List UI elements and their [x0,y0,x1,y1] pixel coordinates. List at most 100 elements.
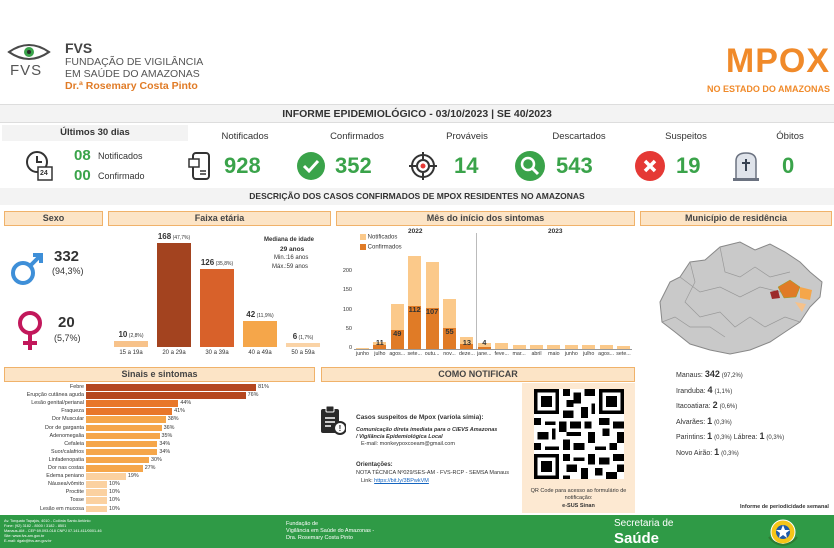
secretaria-line1: Secretaria de [614,518,674,529]
confirmed-bar-label: 107 [425,306,439,316]
mes-axis-line [354,349,633,350]
confirmed-bar-label: 11 [375,338,384,347]
symptom-label: Edema peniano [46,473,84,480]
amazonas-coat-of-arms-icon [768,519,798,547]
last30-confirmed-label: Confirmado [98,171,145,181]
symptom-label: Náusea/vômito [48,481,84,488]
mun-value: 1 [714,446,720,457]
symptom-value: 34% [159,440,171,447]
kpi-probable-label: Prováveis [446,131,488,142]
mun-name: Alvarães: [676,418,706,426]
symptom-bar [86,384,257,391]
notified-bar [547,345,561,349]
male-pct: (94,3%) [52,266,84,276]
age-bar [157,243,191,347]
mes-x-label: agos... [598,351,615,357]
mes-ytick: 150 [342,287,352,294]
notified-bar [477,343,491,349]
report-title-bar: INFORME EPIDEMIOLÓGICO - 03/10/2023 | SE… [0,104,834,123]
age-bar-label: 126 (35,8%) [194,258,240,267]
mun-name: Iranduba: [676,387,706,395]
mes-x-label: nov... [443,351,456,357]
legend-notified-swatch [360,234,366,240]
org-line3: Dr.ª Rosemary Costa Pinto [65,80,198,92]
footer-org-line: Vigilância em Saúde do Amazonas - [286,528,375,534]
symptom-bar [86,497,107,504]
symptom-value: 30% [151,456,162,463]
kpi-notified-value: 928 [224,153,261,178]
symptom-value: 81% [258,384,269,390]
last30-notified-num: 08 [74,147,91,164]
median-min: Min.:16 anos [274,255,309,261]
male-value: 332 [54,248,80,265]
qr-code[interactable] [534,389,624,479]
confirmed-bar [408,305,422,349]
notification-link[interactable]: https://bit.ly/3BPwkVM [374,478,429,484]
age-bar-label: 42 (11,9%) [237,310,283,319]
check-icon [297,152,325,180]
mes-x-label: abril [531,351,542,357]
year-2023-label: 2023 [548,228,563,235]
mes-chart: 0 50 100 150 200 junho 11 julho 49 agos... 112 sete… [336,227,635,362]
symptom-label: Dor Muscular [51,416,84,423]
secretaria-line2: Saúde [614,530,660,547]
mun-value: 1 [759,431,765,441]
symptom-value: 10% [109,505,120,512]
symptom-label: Fraqueza [61,408,84,415]
mun-pct: (0,3%) [714,419,732,426]
fvs-eye-logo-icon [7,44,51,60]
age-bar-pct: (47,7%) [171,235,191,241]
age-x-label: 15 a 19a [119,350,143,356]
confirmed-bar-label: 13 [462,338,472,347]
sexo-header: Sexo [4,211,103,226]
symptom-label: Suor/calafrios [51,448,84,455]
sinais-header: Sinais e sintomas [4,367,315,382]
link-label: Link: [361,478,373,484]
periodicity-note: Informe de periodicidade semanal [740,504,829,510]
address-line: E-mail: dgab@fvs.am.gov.br [4,539,52,543]
mes-x-label: jane... [477,351,492,357]
symptom-bar [86,416,166,423]
age-bar [200,269,234,347]
footer-org-line: Fundação de [286,521,319,527]
symptom-value: 10% [109,481,120,488]
mes-x-label: mar... [512,351,526,357]
symptom-value: 36% [163,424,175,431]
address-line: Site: www.fvs.am.gov.br [4,534,45,538]
symptom-label: Erupção cutânea aguda [26,392,84,399]
mun-row-alvaraes: Alvarães: 1 (0,3%) [676,415,784,431]
symptom-label: Tosse [69,497,84,504]
symptom-value: 44% [180,400,192,407]
org-line2: EM SAÚDE DO AMAZONAS [65,68,200,80]
phone-icon [188,152,210,180]
symptom-bar [86,489,107,496]
page-subtitle: NO ESTADO DO AMAZONAS [707,84,830,94]
notified-bar [599,345,613,349]
faixa-header: Faixa etária [108,211,331,226]
mun-value: 1 [707,431,713,441]
symptom-bar [86,392,246,399]
qr-caption2: notificação: [564,495,593,501]
symptom-label: Cefaleia [64,440,84,447]
mun-value: 4 [707,384,713,395]
mun-row-manaus: Manaus: 342 (97,2%) [676,368,784,384]
sinais-chart: Febre 81% Erupção cutânea aguda 76% Lesão ge… [4,383,315,513]
age-bar-label: 6 (1,7%) [280,332,326,341]
orient-title: Orientações: [356,462,393,468]
age-bar-pct: (2,8%) [127,332,144,339]
female-pct: (5,7%) [54,333,81,343]
mes-x-label: julho [583,351,595,357]
age-bar-value: 6 [292,332,298,342]
age-bar-value: 10 [118,329,128,339]
tomb-icon [733,152,759,181]
legend-confirmed-label: Confirmados [367,244,402,251]
mun-name: Parintins: [676,434,706,441]
calendar-day: 24 [40,170,48,177]
mun-name: Manaus: [676,372,703,379]
symptom-value: 76% [247,392,259,399]
faixa-chart: 10 (2,8%) 15 a 19a 168 (47,7%) 20 a 29a 126 … [108,227,331,362]
symptom-bar [86,481,107,488]
notified-bar [356,347,369,349]
clipboard-icon: ! [321,405,346,435]
age-x-label: 20 a 29a [162,350,186,356]
